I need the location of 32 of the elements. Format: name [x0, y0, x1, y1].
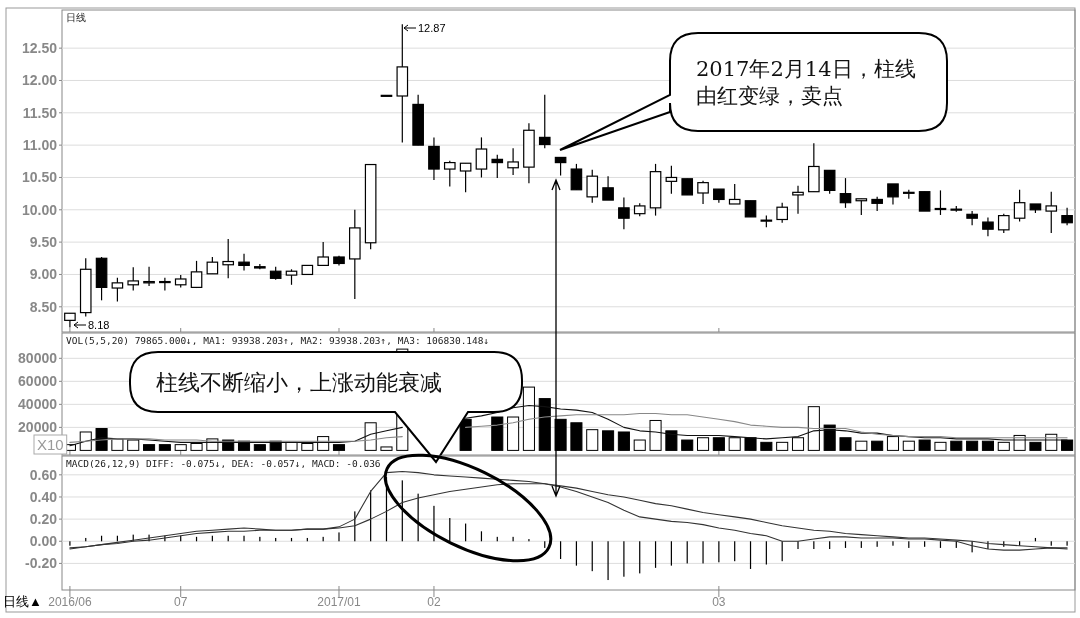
y-tick-label: 0.00 — [29, 533, 58, 550]
chart-title: MACD(26,12,9) DIFF: -0.075↓, DEA: -0.057↓, MACD: -0.036 — [66, 458, 381, 469]
y-tick-label: 0.20 — [29, 511, 58, 528]
y-tick-label: 40000 — [18, 396, 58, 413]
chart-title: VOL(5,5,20) 79865.000↓, MA1: 93938.203↑, MA2: 93938.203↑, MA3: 106830.148↓ — [66, 335, 490, 346]
y-tick-label: 9.50 — [29, 234, 58, 251]
x-tick-label: 2016/06 — [48, 595, 92, 609]
y-tick-label: 11.50 — [22, 104, 58, 121]
y-tick-label: 8.50 — [29, 298, 58, 315]
annotation: 8.18 — [88, 319, 110, 331]
annotation: X10 — [37, 436, 64, 453]
x-tick-label: 03 — [712, 595, 726, 609]
y-tick-label: 10.50 — [21, 169, 58, 186]
chart-title: 日线 — [66, 12, 86, 23]
annotation: 2017年2月14日，柱线由红变绿，卖点 — [696, 56, 916, 108]
x-tick-label: 07 — [174, 595, 188, 609]
text: 日线▲ — [3, 594, 42, 609]
y-tick-label: 60000 — [18, 373, 58, 390]
y-tick-label: 80000 — [18, 350, 58, 367]
y-tick-label: 12.00 — [21, 72, 58, 89]
y-tick-label: 20000 — [18, 419, 58, 436]
y-tick-label: 0.60 — [29, 466, 58, 483]
y-tick-label: 11.00 — [22, 137, 58, 154]
x-tick-label: 02 — [427, 595, 441, 609]
annotation: 柱线不断缩小，上涨动能衰减 — [156, 369, 442, 395]
y-tick-label: 9.00 — [29, 266, 58, 283]
annotation: 12.87 — [418, 22, 446, 34]
x-tick-label: 2017/01 — [317, 595, 361, 609]
y-tick-label: -0.20 — [25, 555, 58, 572]
y-tick-label: 10.00 — [21, 201, 58, 218]
y-tick-label: 12.50 — [21, 40, 58, 57]
y-tick-label: 0.40 — [29, 488, 58, 505]
